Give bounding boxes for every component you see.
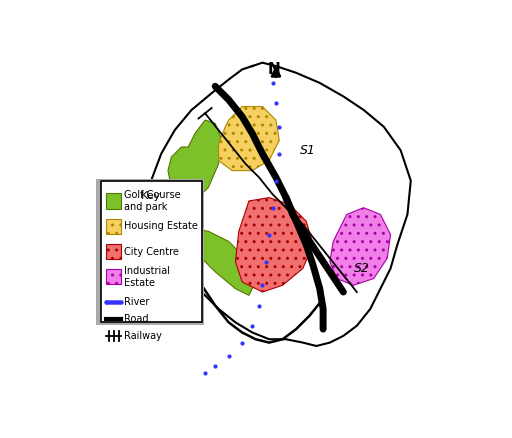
Text: Industrial
Estate: Industrial Estate (124, 266, 170, 288)
Bar (105, 219, 121, 234)
FancyBboxPatch shape (100, 181, 202, 322)
Polygon shape (330, 208, 391, 285)
Polygon shape (219, 106, 279, 171)
Text: Golf Course
and park: Golf Course and park (124, 190, 181, 212)
Text: City Centre: City Centre (124, 247, 179, 257)
Polygon shape (236, 198, 313, 292)
Bar (105, 269, 121, 284)
Text: Key: Key (141, 191, 161, 201)
Bar (105, 244, 121, 259)
Text: N: N (267, 63, 280, 78)
Text: Housing Estate: Housing Estate (124, 221, 198, 231)
Text: S2: S2 (353, 262, 369, 275)
Bar (105, 193, 121, 208)
Text: S1: S1 (300, 144, 315, 157)
Text: River: River (124, 297, 150, 307)
FancyBboxPatch shape (96, 180, 204, 325)
Text: Railway: Railway (124, 331, 162, 341)
Polygon shape (168, 120, 222, 201)
Polygon shape (168, 228, 255, 295)
Text: Road: Road (124, 314, 148, 324)
